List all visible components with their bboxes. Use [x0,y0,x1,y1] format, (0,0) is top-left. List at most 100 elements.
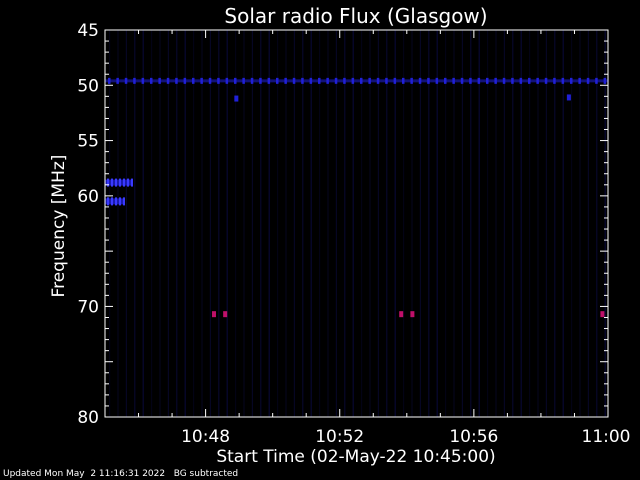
burst-dot [119,178,121,187]
band-dot [385,77,388,84]
band-dot [183,77,187,84]
footer-status: Updated Mon May 2 11:16:31 2022 BG subtr… [3,469,238,479]
noise-streak [562,30,564,417]
y-tick-label: 70 [77,297,99,317]
band-dot [561,77,565,84]
band-dot [200,77,203,84]
noise-streak [218,30,220,417]
noise-streak [445,30,447,417]
band-dot [536,77,539,84]
noise-streak [604,30,606,417]
band-dot [528,77,531,84]
noise-streak [579,30,581,417]
noise-streak [495,30,497,417]
noise-streak [209,30,211,417]
band-dot [318,77,321,84]
updated-timestamp: Updated Mon May 2 11:16:31 2022 [3,469,166,479]
band-dot [444,77,447,84]
band-dot [225,77,229,84]
band-dot [494,77,497,84]
band-dot [360,77,363,84]
noise-streak [277,30,279,417]
noise-streak [184,30,186,417]
band-dot [410,77,413,84]
bg-subtracted-note: BG subtracted [173,469,239,479]
noise-streak [537,30,539,417]
hot-spot [223,311,228,318]
band-dot [452,77,455,84]
noise-streak [571,30,573,417]
noise-streak [377,30,379,417]
noise-streak [419,30,421,417]
noise-streak [461,30,463,417]
noise-streak [319,30,321,417]
y-tick-label: 60 [77,187,99,207]
band-dot [427,77,430,84]
noise-streak [512,30,514,417]
band-dot [418,77,422,84]
noise-streak [428,30,430,417]
noise-streak [117,30,119,417]
noise-streak [310,30,312,417]
noise-streak [478,30,480,417]
band-dot [460,77,464,84]
burst-dot [115,197,117,206]
interference-band [105,79,608,83]
spike [234,95,239,102]
band-dot [141,77,145,84]
band-dot [217,77,220,84]
band-dot [309,77,313,84]
chart-title: Solar radio Flux (Glasgow) [224,4,487,28]
noise-streak [386,30,388,417]
y-axis-label: Frequency [MHz] [49,155,69,298]
plot-frame [104,29,609,418]
band-dot [292,77,296,84]
noise-streak [293,30,295,417]
hot-spot [410,311,415,318]
band-dot [603,77,607,84]
noise-streak [251,30,253,417]
hot-spot [600,311,605,318]
noise-streak [394,30,396,417]
band-dot [595,77,598,84]
burst-dot [131,178,133,187]
band-dot [511,77,514,84]
noise-streak [587,30,589,417]
noise-streak [596,30,598,417]
burst-dot [111,178,113,187]
noise-streak [159,30,161,417]
noise-streak [554,30,556,417]
band-dot [586,77,590,84]
band-dot [284,77,287,84]
band-dot [334,77,338,84]
noise-streak [503,30,505,417]
noise-streak [134,30,136,417]
burst-blob [105,179,133,186]
band-dot [519,77,523,84]
noise-streak [226,30,228,417]
noise-streak [403,30,405,417]
x-axis-label: Start Time (02-May-22 10:45:00) [216,447,495,467]
burst-dot [107,197,109,206]
band-dot [150,77,153,84]
spectrogram-area [105,30,608,417]
band-dot [578,77,581,84]
band-dot [486,77,489,84]
band-dot [393,77,397,84]
y-tick-label: 45 [77,21,99,41]
burst-dot [123,178,125,187]
burst-dot [107,178,109,187]
noise-streak [335,30,337,417]
band-dot [402,77,405,84]
y-tick-label: 55 [77,132,99,152]
noise-streak [201,30,203,417]
noise-streak [193,30,195,417]
noise-streak [327,30,329,417]
x-tick-label: 11:00 [582,427,631,447]
hot-spot [399,311,404,318]
noise-streak [260,30,262,417]
band-dot [326,77,329,84]
band-dot [343,77,346,84]
band-dot [301,77,304,84]
